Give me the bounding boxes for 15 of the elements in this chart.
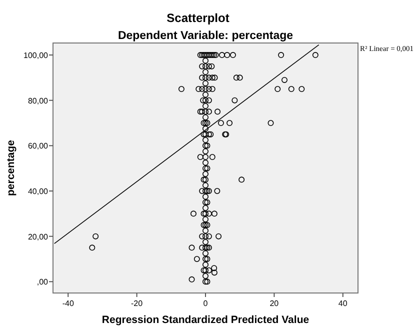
x-tick-label: 20 — [270, 299, 280, 308]
y-axis-title: percentage — [5, 140, 17, 196]
y-tick-label: 80,00 — [28, 96, 49, 106]
y-tick-label: 20,00 — [28, 232, 49, 242]
chart-title: Scatterplot — [166, 11, 230, 25]
y-tick-label: 40,00 — [28, 187, 49, 196]
x-tick-label: 0 — [203, 299, 208, 308]
y-tick-label: ,00 — [36, 278, 49, 287]
x-tick-label: -20 — [131, 299, 144, 308]
chart-subtitle: Dependent Variable: percentage — [118, 30, 294, 42]
x-tick-label: -40 — [62, 299, 74, 308]
x-tick-label: 40 — [338, 299, 348, 308]
x-axis-title: Regression Standardized Predicted Value — [102, 314, 310, 326]
y-tick-label: 100,00 — [24, 51, 49, 60]
y-tick-label: 60,00 — [28, 142, 49, 151]
